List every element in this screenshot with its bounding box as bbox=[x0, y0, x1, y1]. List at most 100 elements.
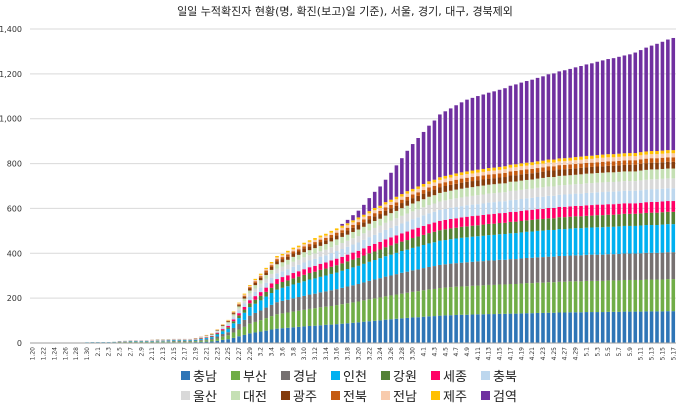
bar-segment bbox=[356, 250, 361, 258]
bar-segment bbox=[275, 255, 279, 258]
bar-segment bbox=[394, 225, 399, 236]
bar-segment bbox=[546, 170, 551, 178]
bar-segment bbox=[432, 185, 437, 190]
legend-label: 광주 bbox=[293, 390, 317, 405]
bar-segment bbox=[231, 312, 236, 314]
bar-segment bbox=[655, 158, 659, 163]
bar-segment bbox=[286, 299, 290, 313]
bar-segment bbox=[280, 259, 285, 263]
bar-segment bbox=[351, 224, 355, 228]
bar-segment bbox=[503, 172, 507, 178]
bar-segment bbox=[421, 234, 426, 245]
bar-segment bbox=[443, 229, 448, 241]
bar-segment bbox=[497, 183, 502, 193]
bar-segment bbox=[622, 164, 627, 172]
bar-segment bbox=[655, 43, 659, 152]
bar-segment bbox=[666, 252, 670, 280]
bar-segment bbox=[264, 278, 268, 283]
bar-segment bbox=[530, 257, 534, 284]
bar-segment bbox=[432, 189, 437, 196]
bar-segment bbox=[372, 191, 377, 208]
bar-segment bbox=[329, 273, 334, 291]
bar-segment bbox=[666, 168, 670, 179]
bar-segment bbox=[237, 310, 241, 314]
bar-segment bbox=[503, 284, 507, 314]
y-tick-label: 1,400 bbox=[0, 25, 22, 34]
bar-segment bbox=[389, 275, 393, 296]
bar-segment bbox=[329, 234, 334, 238]
bar-segment bbox=[242, 326, 247, 335]
bar-segment bbox=[557, 312, 562, 343]
bar-segment bbox=[394, 202, 399, 206]
bar-segment bbox=[459, 206, 464, 218]
bar-segment bbox=[400, 272, 404, 294]
bar-segment bbox=[595, 61, 600, 156]
bar-segment bbox=[568, 228, 572, 256]
legend-swatch bbox=[281, 371, 290, 380]
bar-segment bbox=[568, 68, 572, 158]
bar-segment bbox=[552, 282, 556, 313]
bar-segment bbox=[318, 235, 323, 238]
x-tick-label: 2.1 bbox=[95, 347, 102, 357]
bar-segment bbox=[606, 172, 610, 182]
bar-segment bbox=[541, 312, 545, 343]
bar-segment bbox=[286, 286, 290, 300]
bar-segment bbox=[215, 338, 220, 341]
bar-segment bbox=[220, 327, 225, 330]
bar-segment bbox=[611, 214, 616, 227]
x-tick-label: 4.15 bbox=[497, 347, 504, 361]
bar-segment bbox=[465, 205, 469, 217]
bar-segment bbox=[655, 225, 659, 253]
bar-segment bbox=[405, 249, 410, 272]
bar-segment bbox=[432, 179, 437, 183]
bar-segment bbox=[584, 64, 589, 156]
bar-segment bbox=[552, 312, 556, 343]
bar-segment bbox=[633, 160, 638, 165]
x-tick-label: 5.1 bbox=[583, 347, 590, 357]
bar-segment bbox=[204, 340, 209, 342]
bar-segment bbox=[286, 259, 290, 265]
bar-segment bbox=[215, 336, 220, 339]
bar-segment bbox=[215, 333, 220, 335]
bar-segment bbox=[617, 156, 621, 161]
bar-segment bbox=[286, 327, 290, 343]
bar-segment bbox=[562, 217, 567, 230]
bar-segment bbox=[362, 216, 366, 220]
bar-segment bbox=[356, 265, 361, 285]
bar-segment bbox=[443, 219, 448, 230]
bar-segment bbox=[307, 279, 312, 295]
bar-segment bbox=[383, 179, 388, 203]
bar-segment bbox=[465, 171, 469, 175]
bar-segment bbox=[324, 237, 328, 241]
bar-segment bbox=[476, 215, 480, 226]
bar-segment bbox=[432, 203, 437, 212]
bar-segment bbox=[579, 193, 583, 206]
bar-segment bbox=[638, 213, 643, 226]
bar-segment bbox=[410, 198, 415, 204]
bar-segment bbox=[530, 79, 534, 163]
bar-segment bbox=[476, 236, 480, 262]
bar-segment bbox=[519, 220, 524, 233]
bar-segment bbox=[318, 256, 323, 264]
bar-segment bbox=[302, 248, 306, 253]
bar-segment bbox=[188, 340, 192, 341]
bar-segment bbox=[334, 245, 339, 252]
bar-segment bbox=[231, 323, 236, 328]
bar-segment bbox=[535, 282, 540, 313]
bar-segment bbox=[622, 160, 627, 165]
bar-segment bbox=[269, 329, 274, 343]
bar-segment bbox=[628, 279, 632, 312]
bar-segment bbox=[671, 37, 676, 151]
bar-segment bbox=[394, 243, 399, 253]
bar-segment bbox=[427, 233, 431, 244]
bar-segment bbox=[427, 213, 431, 225]
bar-segment bbox=[410, 238, 415, 248]
bar-segment bbox=[166, 341, 171, 343]
bar-segment bbox=[454, 189, 458, 199]
y-tick-label: 400 bbox=[7, 249, 22, 258]
bar-segment bbox=[356, 257, 361, 266]
bar-segment bbox=[611, 191, 616, 205]
bar-segment bbox=[400, 215, 404, 224]
bar-segment bbox=[400, 158, 404, 195]
bar-segment bbox=[394, 165, 399, 197]
